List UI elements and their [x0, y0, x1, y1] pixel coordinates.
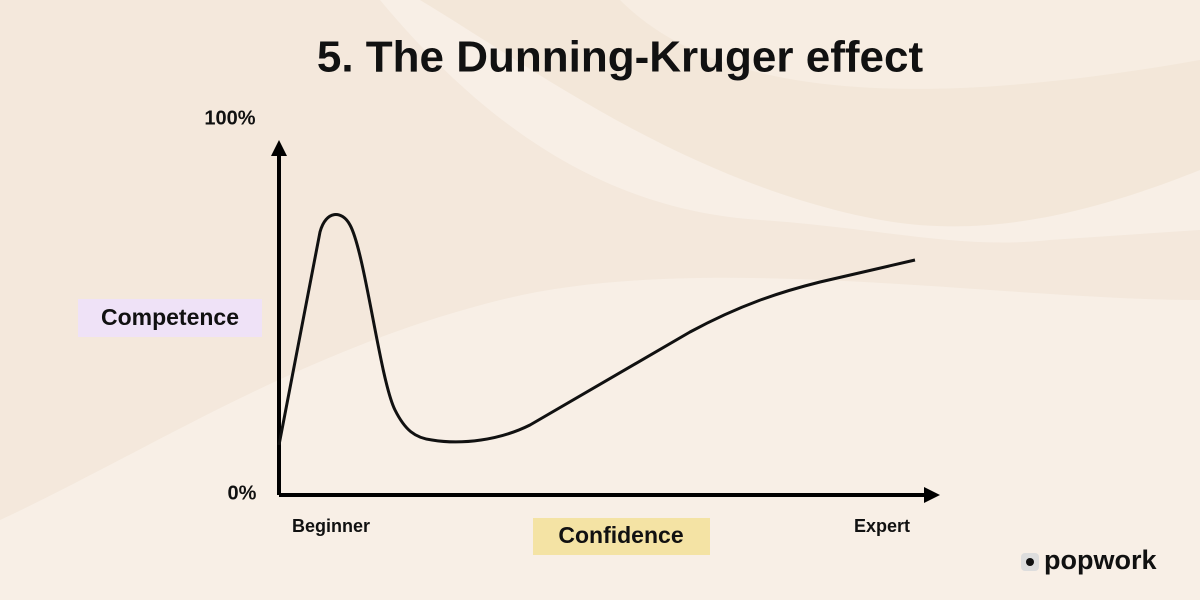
brand: popwork	[1044, 545, 1157, 575]
x-arrow	[924, 487, 940, 503]
background-swoosh	[620, 0, 1200, 89]
x-end-label: Expert	[854, 516, 910, 536]
logo-dot	[1026, 558, 1034, 566]
y-min-label: 0%	[228, 482, 257, 504]
background-swoosh	[0, 0, 1200, 520]
x-axis-label: Confidence	[558, 522, 683, 548]
y-label-box	[78, 299, 262, 337]
x-label-box	[533, 518, 710, 555]
y-max-label: 100%	[204, 107, 255, 129]
title: 5. The Dunning-Kruger effect	[317, 33, 924, 82]
y-arrow	[271, 140, 287, 156]
y-axis-label: Competence	[101, 304, 239, 330]
curve	[277, 213, 916, 446]
x-start-label: Beginner	[292, 516, 370, 536]
